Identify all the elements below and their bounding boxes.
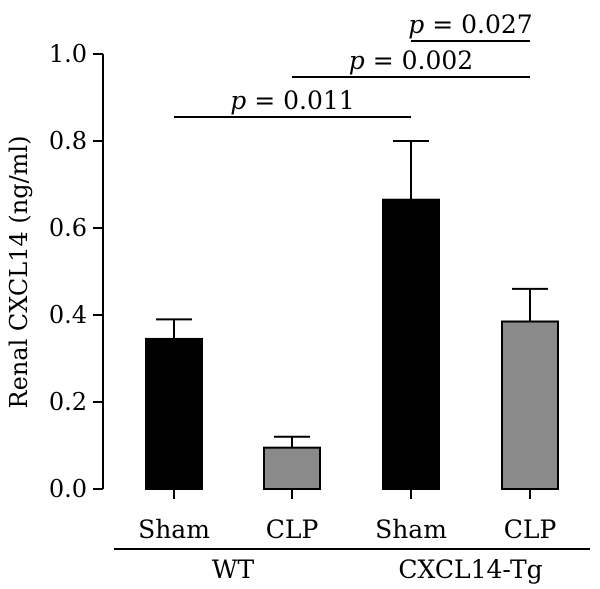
p-value-label: p = 0.011 — [230, 86, 354, 115]
y-tick-label: 0.4 — [49, 301, 87, 329]
p-value-label: p = 0.027 — [408, 10, 532, 39]
y-axis-label: Renal CXCL14 (ng/ml) — [5, 136, 33, 409]
group-label: WT — [212, 555, 255, 584]
y-tick-label: 0.0 — [49, 475, 87, 503]
category-label: CLP — [504, 515, 557, 544]
group-label: CXCL14-Tg — [398, 555, 542, 584]
category-label: Sham — [138, 515, 210, 544]
bar — [263, 446, 321, 490]
p-value-label: p = 0.002 — [349, 46, 473, 75]
bar — [382, 198, 440, 490]
y-tick-label: 0.2 — [49, 388, 87, 416]
y-tick-label: 0.6 — [49, 214, 87, 242]
bar — [145, 337, 203, 490]
y-tick-label: 1.0 — [49, 40, 87, 68]
category-label: Sham — [375, 515, 447, 544]
category-label: CLP — [266, 515, 319, 544]
bar — [501, 320, 559, 490]
y-tick-label: 0.8 — [49, 127, 87, 155]
